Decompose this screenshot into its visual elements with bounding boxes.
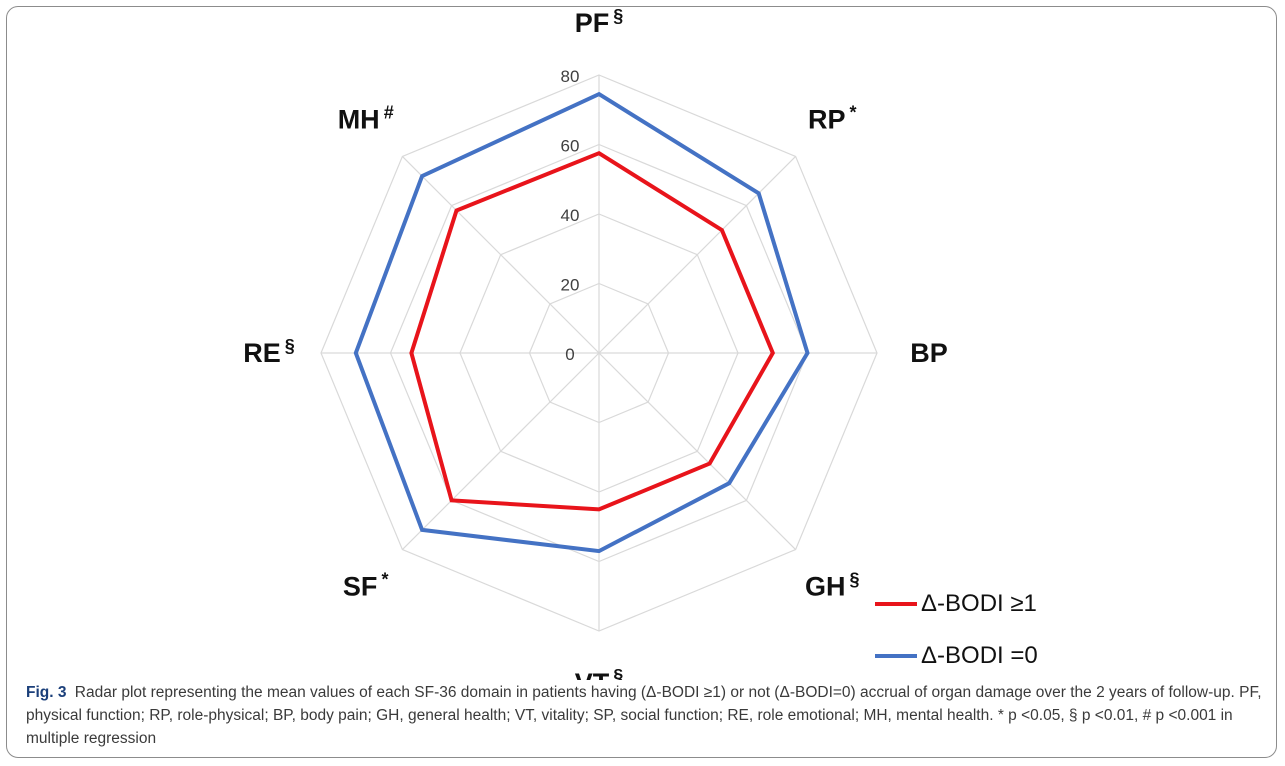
tick-label: 80 xyxy=(561,67,580,86)
caption-text: Radar plot representing the mean values … xyxy=(26,684,1262,747)
axis-spoke xyxy=(401,352,600,551)
figure-caption: Fig. 3 Radar plot representing the mean … xyxy=(26,681,1266,750)
figure-frame xyxy=(6,6,1277,758)
legend-label-series-2: Δ-BODI =0 xyxy=(921,642,1038,669)
axis-label-vt: VT§ xyxy=(575,666,624,680)
series-line-2 xyxy=(353,91,810,554)
legend-swatch-series-1 xyxy=(875,602,917,606)
caption-figure-label: Fig. 3 xyxy=(26,684,67,701)
radar-chart: 0 20 40 60 80 PF§ RP* BP GH§ VT§ SF* RE§ MH# xyxy=(243,6,948,680)
axis-label-pf: PF § xyxy=(575,6,624,38)
axis-label-mh: MH # xyxy=(338,103,394,135)
axis-label-re: RE § xyxy=(243,336,295,368)
legend-swatch-series-2 xyxy=(875,654,917,658)
legend-item-series-2: Δ-BODI =0 xyxy=(875,642,1038,670)
axis-spoke xyxy=(598,155,797,354)
tick-label: 0 xyxy=(565,345,574,364)
legend-label-series-1: Δ-BODI ≥1 xyxy=(921,590,1037,617)
axis-label-gh: GH § xyxy=(805,569,860,601)
axis-spoke xyxy=(401,155,600,354)
axis-label-bp: BP xyxy=(910,338,948,368)
series-line-1 xyxy=(409,150,776,512)
tick-label: 40 xyxy=(561,206,580,225)
tick-label: 20 xyxy=(561,276,580,295)
axis-label-rp: RP * xyxy=(808,103,857,135)
tick-label: 60 xyxy=(561,137,580,156)
axis-label-sf: SF * xyxy=(343,569,389,601)
legend: Δ-BODI ≥1 Δ-BODI =0 xyxy=(875,590,1038,694)
legend-item-series-1: Δ-BODI ≥1 xyxy=(875,590,1038,618)
axis-spoke xyxy=(598,352,797,551)
